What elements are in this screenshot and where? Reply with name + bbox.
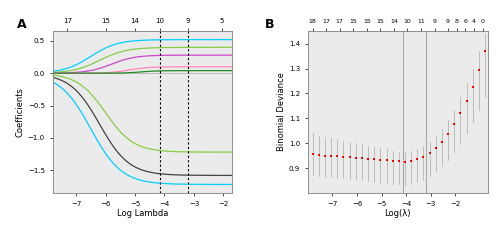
Point bbox=[370, 158, 378, 161]
Point bbox=[426, 151, 434, 155]
Point bbox=[315, 153, 323, 157]
Point bbox=[420, 155, 428, 159]
Text: A: A bbox=[16, 18, 26, 31]
Point bbox=[358, 156, 366, 160]
Point bbox=[444, 133, 452, 136]
Point bbox=[395, 159, 403, 163]
X-axis label: Log Lambda: Log Lambda bbox=[116, 209, 168, 218]
Y-axis label: Binomial Deviance: Binomial Deviance bbox=[277, 73, 286, 152]
Point bbox=[432, 146, 440, 150]
Y-axis label: Coefficients: Coefficients bbox=[16, 87, 25, 137]
Point bbox=[401, 160, 409, 163]
Point bbox=[462, 99, 470, 103]
Point bbox=[414, 158, 422, 161]
Point bbox=[346, 155, 354, 159]
Point bbox=[340, 155, 347, 159]
Point bbox=[468, 85, 476, 89]
Point bbox=[450, 123, 458, 126]
Point bbox=[382, 158, 390, 162]
Point bbox=[475, 68, 483, 72]
Point bbox=[321, 154, 329, 157]
X-axis label: Log(λ): Log(λ) bbox=[384, 209, 411, 218]
Point bbox=[376, 158, 384, 162]
Point bbox=[388, 159, 396, 163]
Point bbox=[327, 154, 335, 158]
Point bbox=[334, 155, 342, 158]
Point bbox=[456, 111, 464, 115]
Point bbox=[481, 49, 489, 53]
Point bbox=[438, 140, 446, 144]
Point bbox=[308, 152, 316, 156]
Point bbox=[352, 156, 360, 160]
Text: B: B bbox=[264, 18, 274, 31]
Point bbox=[407, 159, 415, 163]
Point bbox=[364, 157, 372, 161]
